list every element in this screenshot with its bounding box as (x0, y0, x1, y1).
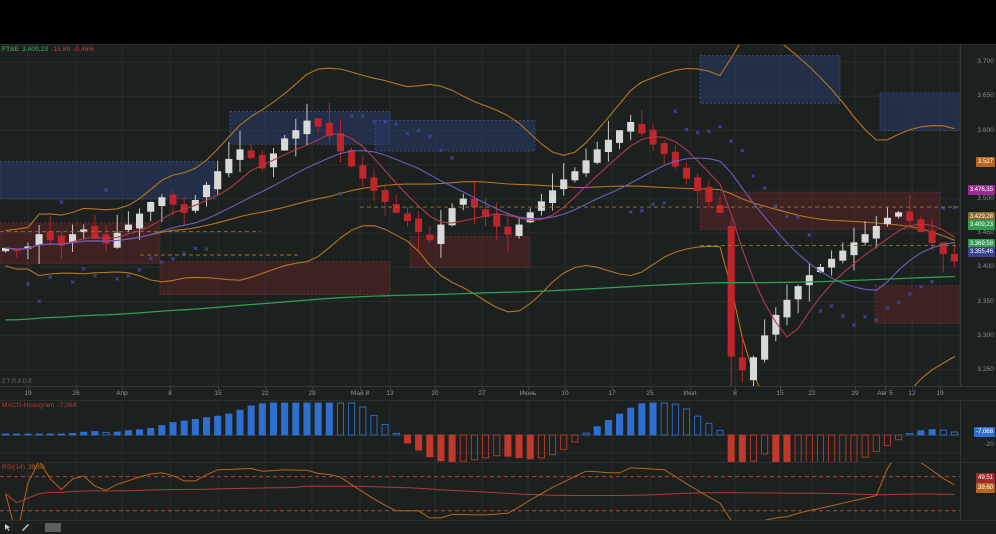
date-tick-label: Июнь (519, 390, 537, 397)
symbol-change-pct: -0,46% (73, 46, 95, 53)
date-tick-label: 8 (168, 390, 172, 397)
last-price-badge[interactable]: 3.409,23 (967, 220, 995, 230)
date-tick-label: Авг 5 (877, 390, 893, 397)
date-tick-label: Апр (116, 390, 128, 397)
tool-cursor-icon[interactable] (2, 522, 13, 533)
date-tick-label: 13 (386, 390, 394, 397)
bottom-toolbar[interactable] (0, 520, 996, 534)
date-tick-label: Июл (683, 390, 697, 397)
date-tick-label: 29 (851, 390, 859, 397)
date-tick-label: 12 (908, 390, 916, 397)
date-tick-label: 17 (608, 390, 616, 397)
chart-stack: FTSE 3.409,23 -15,89 -0,46% 3.700 3.650 3.600… (0, 44, 996, 534)
date-tick (76, 387, 77, 390)
date-tick (435, 387, 436, 390)
macd-pane[interactable]: MACD-Histogram-7,068 × -7,068-20 (0, 400, 996, 462)
date-tick (390, 387, 391, 390)
sar-badge[interactable]: 3.355,46 (967, 247, 995, 257)
rsi-axis[interactable]: 49,51 39,60 (960, 463, 996, 520)
date-tick (612, 387, 613, 390)
date-tick-label: 22 (261, 390, 269, 397)
date-tick (360, 387, 361, 390)
date-tick (885, 387, 886, 390)
date-tick (170, 387, 171, 390)
price-tick-label: 3.700 (977, 58, 994, 66)
date-axis[interactable]: 19 26 Апр 8 15 22 29 Май 8 13 20 27 Июнь 10 17 25 Июл 8 1… (0, 386, 996, 400)
date-tick-label: 29 (308, 390, 316, 397)
rsi-title: RSI(14) (2, 464, 26, 471)
date-tick-label: 26 (72, 390, 80, 397)
top-black-bar (0, 0, 996, 44)
date-tick (690, 387, 691, 390)
date-tick (735, 387, 736, 390)
symbol-last: 3.409,23 (22, 46, 49, 53)
price-axis[interactable]: 3.7003.6503.6003.5503.5003.4503.4003.350… (960, 45, 996, 386)
bb-upper-badge[interactable]: 3.527 (976, 157, 995, 167)
macd-value-badge[interactable]: -7,068 (974, 427, 995, 437)
price-tick-label: 3.300 (977, 331, 994, 339)
sma200-badge[interactable]: 3.369,58 (967, 239, 995, 249)
symbol-ticker: FTSE (2, 46, 20, 53)
macd-legend[interactable]: MACD-Histogram -7,068 (2, 402, 79, 409)
tool-active-slot[interactable] (45, 523, 61, 532)
date-tick-label: 19 (24, 390, 32, 397)
macd-axis-label: -20 (984, 441, 994, 448)
date-tick-label: 25 (646, 390, 654, 397)
price-tick-label: 3.500 (977, 194, 994, 202)
date-tick-label: Май 8 (350, 390, 370, 397)
date-tick (265, 387, 266, 390)
watermark: ZTRADE (2, 379, 34, 385)
price-canvas[interactable] (0, 45, 960, 386)
price-tick-label: 3.250 (977, 365, 994, 373)
price-tick-label: 3.350 (977, 297, 994, 305)
date-tick (912, 387, 913, 390)
macd-axis[interactable]: -7,068 -20 (960, 401, 996, 462)
date-tick (812, 387, 813, 390)
date-tick (940, 387, 941, 390)
rsi-legend[interactable]: RSI(14) 39,60 (2, 464, 48, 471)
price-tick-label: 3.650 (977, 92, 994, 100)
date-tick (650, 387, 651, 390)
tool-pencil-icon[interactable] (20, 522, 31, 533)
price-tick-label: 3.400 (977, 263, 994, 271)
date-tick-label: 22 (808, 390, 816, 397)
macd-canvas[interactable] (0, 401, 960, 462)
date-tick-label: 15 (776, 390, 784, 397)
date-tick-label: 8 (733, 390, 737, 397)
date-tick (780, 387, 781, 390)
date-tick-label: 15 (214, 390, 222, 397)
date-tick (528, 387, 529, 390)
date-tick (28, 387, 29, 390)
date-tick-label: 20 (431, 390, 439, 397)
date-tick (218, 387, 219, 390)
date-tick (855, 387, 856, 390)
date-tick-label: 27 (478, 390, 486, 397)
price-tick-label: 3.600 (977, 126, 994, 134)
macd-value: -7,068 (57, 402, 77, 409)
date-tick (482, 387, 483, 390)
rsi-plot[interactable] (0, 463, 960, 520)
rsi-value-badge[interactable]: 39,60 (976, 483, 995, 493)
rsi-ma-badge[interactable]: 49,51 (976, 473, 995, 483)
date-tick-label: 10 (561, 390, 569, 397)
symbol-change: -15,89 (51, 46, 71, 53)
price-plot[interactable] (0, 45, 960, 386)
date-tick (122, 387, 123, 390)
date-tick (312, 387, 313, 390)
ma-slow-badge[interactable]: 3.429,28 (967, 212, 995, 222)
date-tick-label: 19 (936, 390, 944, 397)
date-tick (565, 387, 566, 390)
symbol-legend[interactable]: FTSE 3.409,23 -15,89 -0,46% (2, 46, 97, 53)
macd-title: MACD-Histogram (2, 402, 55, 409)
ma-fast-badge[interactable]: 3.476,35 (967, 185, 995, 195)
rsi-value: 39,60 (28, 464, 45, 471)
price-pane[interactable]: FTSE 3.409,23 -15,89 -0,46% 3.700 3.650 3.600… (0, 44, 996, 386)
rsi-canvas[interactable] (0, 463, 960, 520)
macd-plot[interactable] (0, 401, 960, 462)
price-tick-label: 3.450 (977, 229, 994, 237)
